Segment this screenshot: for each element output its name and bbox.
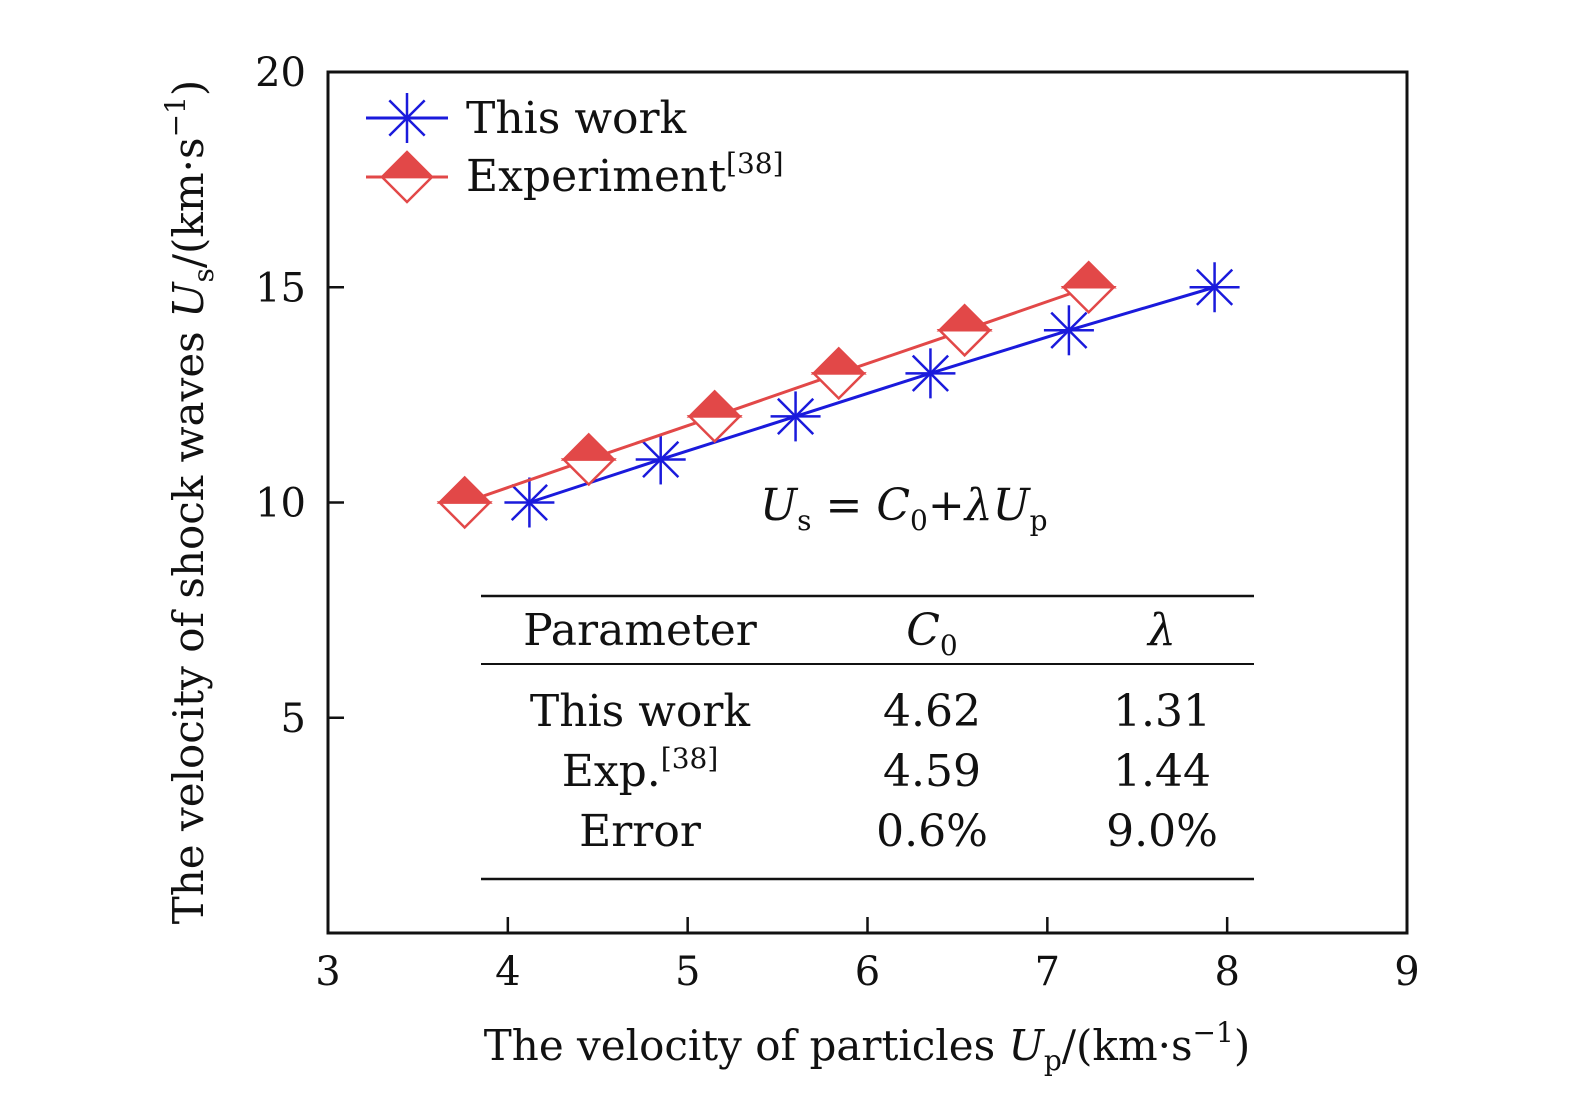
data-point-this-work (504, 477, 555, 528)
table-cell-lambda: 9.0% (1106, 806, 1218, 857)
y-tick-label: 20 (255, 50, 306, 96)
table-header-lambda: λ (1146, 605, 1176, 656)
diamond-lower (936, 329, 993, 358)
y-tick-label: 15 (255, 265, 306, 311)
x-axis-label: The velocity of particles Up/(km·s−1) (484, 1016, 1250, 1077)
diamond-lower (1060, 286, 1117, 315)
table-cell-lambda: 1.31 (1113, 686, 1211, 737)
diamond-upper (936, 303, 993, 332)
diamond-upper (436, 475, 493, 504)
series-layer (436, 260, 1240, 530)
diamond-lower (560, 458, 617, 487)
data-point-experiment (810, 346, 867, 401)
data-point-this-work (770, 391, 821, 442)
x-tick-label: 7 (1035, 949, 1060, 995)
diamond-upper (810, 346, 867, 375)
x-tick-label: 9 (1394, 949, 1419, 995)
x-tick-label: 8 (1214, 949, 1239, 995)
data-point-experiment (936, 303, 993, 358)
table-cell-c0: 0.6% (876, 806, 988, 857)
legend: This work Experiment[38] (366, 93, 784, 204)
axis-ticks: 3 4 5 6 7 8 9 5 10 15 20 (255, 50, 1420, 995)
legend-label-experiment: Experiment[38] (466, 147, 784, 202)
data-point-this-work (1189, 262, 1240, 313)
table-header-parameter: Parameter (523, 605, 758, 656)
data-point-experiment (436, 475, 493, 530)
data-point-this-work (635, 434, 686, 485)
asterisk-stroke (510, 483, 548, 522)
x-tick-label: 5 (675, 949, 700, 995)
table-cell-lambda: 1.44 (1113, 746, 1211, 797)
diamond-upper (1060, 260, 1117, 289)
diamond-lower (436, 501, 493, 530)
diamond-upper (378, 150, 436, 179)
asterisk-stroke (388, 99, 426, 137)
data-point-this-work (1043, 305, 1094, 356)
fit-equation: Us = C0+λUp (760, 480, 1048, 537)
y-tick-label: 10 (255, 481, 306, 527)
data-point-experiment (686, 389, 743, 444)
y-tick-label: 5 (281, 696, 306, 742)
series-line-1 (464, 285, 1090, 504)
asterisk-stroke (777, 397, 815, 435)
x-tick-label: 3 (315, 949, 340, 995)
diamond-lower (810, 372, 867, 401)
y-axis-label: The velocity of shock waves Us/(km·s−1) (159, 80, 220, 925)
diamond-lower (378, 175, 436, 204)
legend-asterisk (382, 93, 432, 143)
asterisk-stroke (911, 354, 950, 392)
legend-marker-experiment (366, 150, 448, 204)
table-cell-c0: 4.59 (883, 746, 981, 797)
asterisk-stroke (1196, 268, 1234, 306)
asterisk-stroke (1050, 311, 1088, 349)
table-header-c0: C0 (906, 605, 958, 662)
data-point-this-work (905, 348, 956, 399)
data-point-experiment (1060, 260, 1117, 315)
data-point-experiment (560, 432, 617, 487)
series-line-0 (528, 285, 1216, 504)
parameter-table: Parameter C0 λ This work 4.62 1.31 Exp.[… (481, 594, 1254, 881)
table-row-label: This work (530, 686, 751, 737)
legend-marker-this-work (366, 93, 448, 143)
asterisk-stroke (642, 440, 680, 479)
diamond-upper (560, 432, 617, 461)
table-cell-c0: 4.62 (883, 686, 981, 737)
x-tick-label: 4 (495, 949, 520, 995)
legend-label-this-work: This work (466, 93, 687, 144)
table-row-label: Error (579, 806, 702, 857)
table-row-label: Exp.[38] (562, 742, 719, 797)
diamond-upper (686, 389, 743, 418)
legend-diamond (378, 150, 436, 204)
x-tick-label: 6 (855, 949, 880, 995)
